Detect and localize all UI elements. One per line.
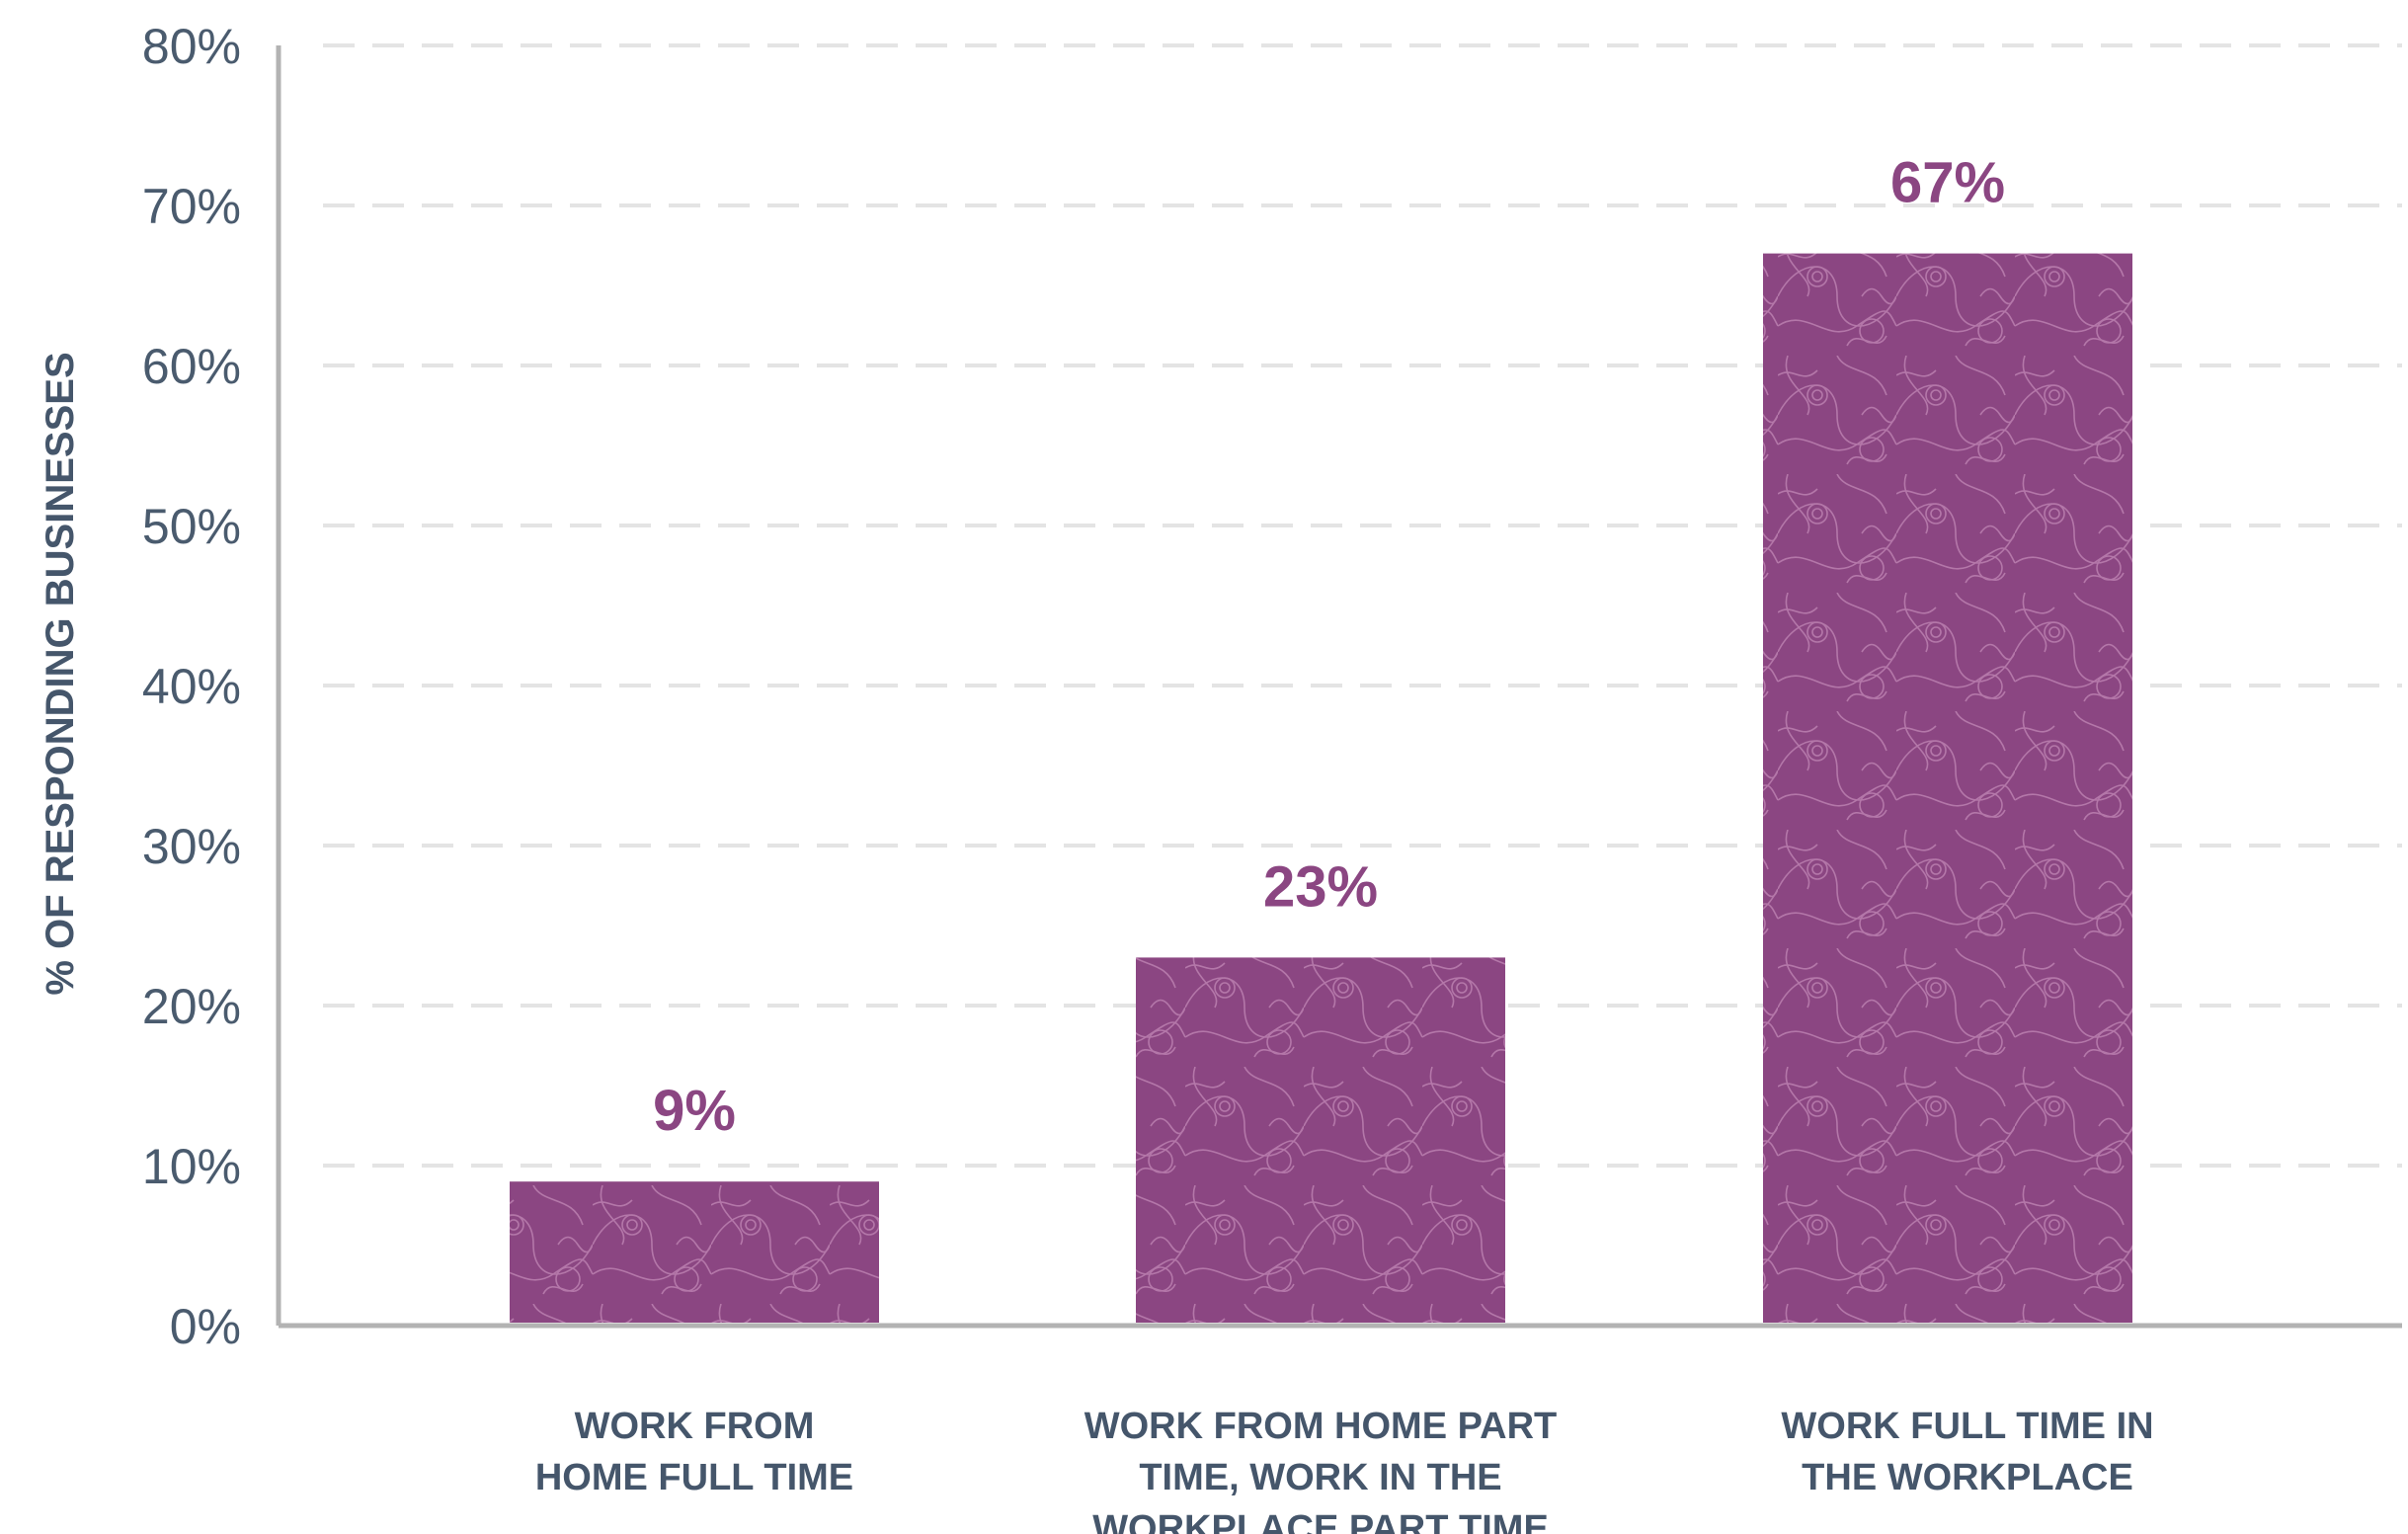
y-tick-label: 30% bbox=[142, 819, 241, 874]
y-axis-title: % OF RESPONDING BUSINESSES bbox=[39, 352, 82, 995]
x-category-label: TIME, WORK IN THE bbox=[1139, 1457, 1501, 1498]
x-category-label: WORK FROM bbox=[575, 1406, 815, 1447]
y-tick-label: 50% bbox=[142, 499, 241, 554]
x-category-label: THE WORKPLACE bbox=[1802, 1457, 2133, 1498]
y-tick-label: 70% bbox=[142, 179, 241, 234]
y-tick-label: 0% bbox=[170, 1299, 241, 1354]
bar bbox=[1763, 253, 2132, 1324]
data-label: 23% bbox=[1263, 854, 1378, 919]
labels: 0% 10% 20% 30% 40% 50% 60% 70% 80% 9% WORK FROM HOM… bbox=[142, 19, 2154, 1534]
x-category-label: WORK FROM HOME PART bbox=[1084, 1406, 1557, 1447]
data-label: 9% bbox=[653, 1079, 736, 1143]
y-tick-label: 10% bbox=[142, 1139, 241, 1194]
gridlines bbox=[323, 43, 2402, 1168]
y-tick-label: 80% bbox=[142, 19, 241, 74]
x-category-label: WORK FULL TIME IN bbox=[1781, 1406, 2153, 1447]
bars bbox=[510, 253, 2132, 1324]
data-label: 67% bbox=[1890, 151, 2005, 215]
x-category-label: HOME FULL TIME bbox=[535, 1457, 853, 1498]
bar bbox=[1136, 957, 1505, 1323]
bar bbox=[510, 1181, 879, 1323]
axes bbox=[276, 45, 2402, 1329]
y-tick-label: 40% bbox=[142, 659, 241, 714]
y-tick-label: 20% bbox=[142, 979, 241, 1034]
y-tick-label: 60% bbox=[142, 339, 241, 394]
x-category-label: WORKPLACE PART TIME bbox=[1092, 1508, 1549, 1534]
